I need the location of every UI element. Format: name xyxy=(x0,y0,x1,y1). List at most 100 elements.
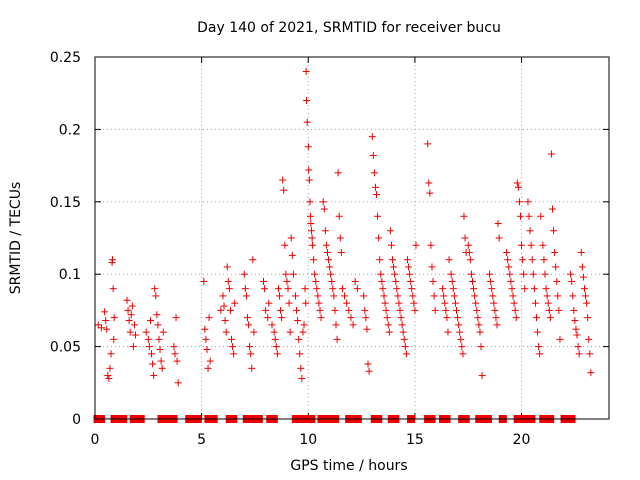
y-tick-label: 0 xyxy=(72,412,81,428)
data-point xyxy=(536,350,544,358)
data-point xyxy=(102,317,110,325)
data-point xyxy=(555,306,563,314)
data-point xyxy=(242,292,250,300)
data-point xyxy=(382,306,390,314)
data-point xyxy=(319,198,327,206)
data-point xyxy=(151,285,159,293)
data-point xyxy=(386,227,394,235)
data-point xyxy=(288,251,296,259)
data-point xyxy=(385,328,393,336)
data-point xyxy=(327,270,335,278)
data-point xyxy=(204,364,212,372)
data-point xyxy=(153,311,161,319)
data-point xyxy=(314,292,322,300)
data-point xyxy=(477,343,485,351)
data-point xyxy=(504,256,512,264)
data-point xyxy=(333,335,341,343)
data-point xyxy=(545,306,553,314)
data-point xyxy=(172,314,180,322)
data-point xyxy=(329,285,337,293)
data-point xyxy=(412,241,420,249)
data-point xyxy=(227,335,235,343)
data-point xyxy=(544,299,552,307)
data-point xyxy=(303,118,311,126)
data-point xyxy=(573,331,581,339)
data-point xyxy=(108,256,116,264)
data-point xyxy=(206,357,214,365)
data-point xyxy=(427,241,435,249)
data-point xyxy=(320,205,328,213)
data-point xyxy=(470,285,478,293)
data-point xyxy=(400,335,408,343)
data-point xyxy=(157,357,165,365)
data-point xyxy=(264,314,272,322)
data-point xyxy=(551,248,559,256)
data-point xyxy=(312,277,320,285)
grid xyxy=(95,57,609,419)
data-point xyxy=(471,292,479,300)
data-point xyxy=(492,314,500,322)
data-point xyxy=(397,314,405,322)
data-point xyxy=(281,241,289,249)
data-point xyxy=(222,328,230,336)
data-point xyxy=(571,317,579,325)
data-point xyxy=(282,270,290,278)
data-point xyxy=(364,360,372,368)
data-point xyxy=(298,374,306,382)
x-tick-label: 5 xyxy=(197,432,206,448)
data-point xyxy=(474,314,482,322)
data-point xyxy=(459,350,467,358)
data-point xyxy=(444,328,452,336)
data-point xyxy=(392,277,400,285)
data-point xyxy=(272,343,280,351)
data-points xyxy=(94,67,595,387)
data-point xyxy=(398,321,406,329)
data-point xyxy=(202,335,210,343)
data-point xyxy=(265,299,273,307)
data-point xyxy=(381,299,389,307)
data-point xyxy=(505,263,513,271)
data-point xyxy=(156,345,164,353)
data-point xyxy=(368,133,376,141)
data-point xyxy=(293,306,301,314)
data-point xyxy=(279,176,287,184)
data-point xyxy=(277,306,285,314)
data-point xyxy=(430,292,438,300)
data-point xyxy=(585,335,593,343)
data-point xyxy=(425,179,433,187)
data-point xyxy=(458,343,466,351)
data-point xyxy=(495,234,503,242)
data-point xyxy=(159,328,167,336)
data-point xyxy=(376,256,384,264)
data-point xyxy=(556,335,564,343)
data-point xyxy=(443,314,451,322)
data-point xyxy=(447,270,455,278)
data-point xyxy=(387,241,395,249)
data-point xyxy=(424,140,432,148)
data-point xyxy=(506,270,514,278)
data-point xyxy=(170,343,178,351)
data-point xyxy=(336,234,344,242)
data-point xyxy=(516,212,524,220)
data-point xyxy=(439,285,447,293)
data-point xyxy=(302,67,310,75)
data-point xyxy=(305,176,313,184)
data-point xyxy=(129,343,137,351)
data-point xyxy=(513,179,521,187)
data-point xyxy=(518,241,526,249)
data-point xyxy=(539,241,547,249)
data-point xyxy=(296,350,304,358)
data-point xyxy=(402,350,410,358)
data-point xyxy=(535,343,543,351)
data-point xyxy=(231,299,239,307)
data-point xyxy=(271,335,279,343)
data-point xyxy=(469,277,477,285)
data-point xyxy=(311,270,319,278)
data-point xyxy=(297,364,305,372)
data-point xyxy=(97,324,105,332)
data-point xyxy=(351,277,359,285)
data-point xyxy=(283,277,291,285)
data-point xyxy=(303,96,311,104)
data-point xyxy=(110,314,118,322)
data-point xyxy=(203,345,211,353)
